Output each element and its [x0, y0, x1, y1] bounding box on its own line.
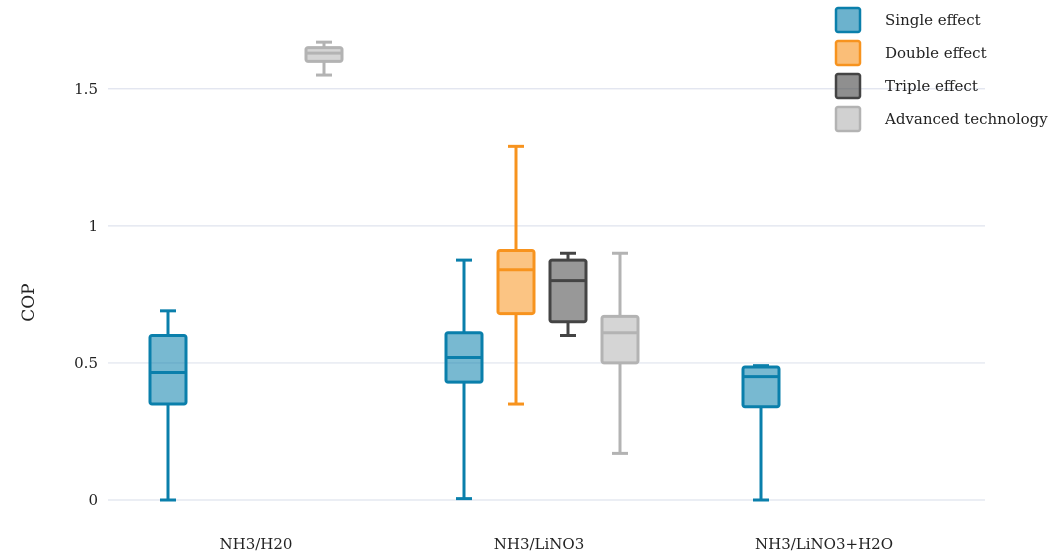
y-axis-title: COP	[19, 283, 39, 321]
box-triple-effect	[548, 251, 588, 338]
boxes	[148, 40, 781, 502]
legend-item: Single effect	[834, 6, 981, 34]
legend-label: Single effect	[885, 11, 981, 29]
interquartile-box	[148, 334, 188, 406]
box-single-effect	[741, 364, 781, 502]
y-tick-label: 0.5	[74, 354, 98, 372]
legend-label: Advanced technology	[884, 110, 1048, 128]
y-tick-label: 1.5	[74, 80, 98, 98]
legend-swatch	[834, 72, 862, 100]
legend-label: Double effect	[885, 44, 987, 62]
box-advanced-technology	[304, 40, 344, 77]
interquartile-box	[496, 249, 536, 316]
interquartile-box	[741, 365, 781, 409]
legend-label: Triple effect	[885, 77, 978, 95]
box-double-effect	[496, 144, 536, 406]
legend: Single effect Double effect Triple effect A…	[834, 6, 1048, 133]
x-tick-label: NH3/H20	[220, 535, 293, 553]
legend-swatch	[834, 6, 862, 34]
interquartile-box	[548, 258, 588, 324]
y-tick-label: 0	[88, 491, 98, 509]
y-axis-ticks: 0 0.5 1 1.5	[74, 80, 98, 509]
legend-item: Advanced technology	[834, 105, 1048, 133]
x-axis-ticks: NH3/H20 NH3/LiNO3 NH3/LiNO3+H2O	[220, 535, 894, 553]
box-single-effect	[148, 309, 188, 502]
y-tick-label: 1	[88, 217, 98, 235]
legend-swatch	[834, 39, 862, 67]
interquartile-box	[600, 314, 640, 365]
legend-swatch	[834, 105, 862, 133]
box-advanced-technology	[600, 251, 640, 455]
x-tick-label: NH3/LiNO3	[494, 535, 585, 553]
gridlines	[108, 88, 985, 501]
x-tick-label: NH3/LiNO3+H2O	[755, 535, 893, 553]
box-single-effect	[444, 258, 484, 501]
legend-item: Triple effect	[834, 72, 978, 100]
legend-item: Double effect	[834, 39, 987, 67]
